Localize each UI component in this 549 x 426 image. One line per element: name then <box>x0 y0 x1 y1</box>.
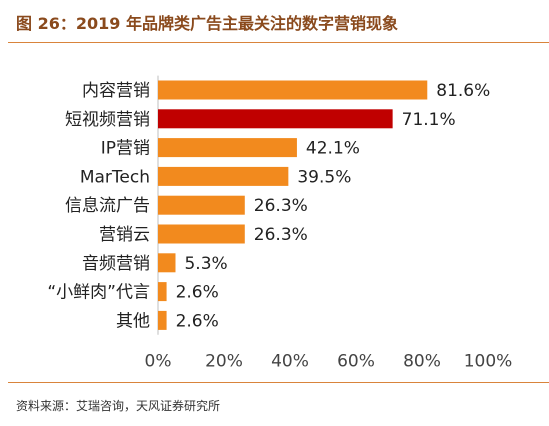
data-label: 2.6% <box>176 311 219 331</box>
bar-chart: 内容营销 81.6% 短视频营销 71.1% IP营销 42.1% MarTech 39.5%… <box>47 75 513 370</box>
x-tick-label: 80% <box>403 351 441 370</box>
data-label: 26.3% <box>254 225 308 245</box>
category-label: 音频营销 <box>82 254 150 274</box>
data-label: 2.6% <box>176 283 219 303</box>
category-label: 营销云 <box>99 225 150 245</box>
header-divider <box>8 42 549 43</box>
source-note: 资料来源：艾瑞咨询，天风证券研究所 <box>16 399 221 413</box>
bar <box>158 195 245 215</box>
x-tick-label: 0% <box>145 351 172 370</box>
data-label: 42.1% <box>306 139 360 159</box>
x-tick-label: 40% <box>271 351 309 370</box>
data-label: 39.5% <box>297 167 351 187</box>
data-label: 71.1% <box>402 110 456 130</box>
bar <box>158 282 167 302</box>
bar <box>158 138 297 158</box>
category-label: IP营销 <box>101 139 150 159</box>
footer-divider <box>8 382 549 383</box>
figure-title: 图 26：2019 年品牌类广告主最关注的数字营销现象 <box>16 14 398 33</box>
data-label: 26.3% <box>254 196 308 216</box>
category-label: 信息流广告 <box>65 196 150 216</box>
x-tick-label: 100% <box>464 351 513 370</box>
figure-header: 图 26：2019 年品牌类广告主最关注的数字营销现象 <box>0 0 549 40</box>
data-label: 5.3% <box>184 254 227 274</box>
bar <box>158 253 176 273</box>
bar <box>158 310 167 330</box>
bar <box>158 109 393 129</box>
bar <box>158 80 428 100</box>
category-label: “小鲜肉”代言 <box>47 283 150 303</box>
x-tick-label: 60% <box>337 351 375 370</box>
x-tick-label: 20% <box>205 351 243 370</box>
category-label: MarTech <box>80 167 150 187</box>
category-label: 内容营销 <box>82 81 150 101</box>
category-label: 其他 <box>116 311 150 331</box>
category-label: 短视频营销 <box>65 110 150 130</box>
data-label: 81.6% <box>436 81 490 101</box>
bar <box>158 166 289 186</box>
bar <box>158 224 245 244</box>
